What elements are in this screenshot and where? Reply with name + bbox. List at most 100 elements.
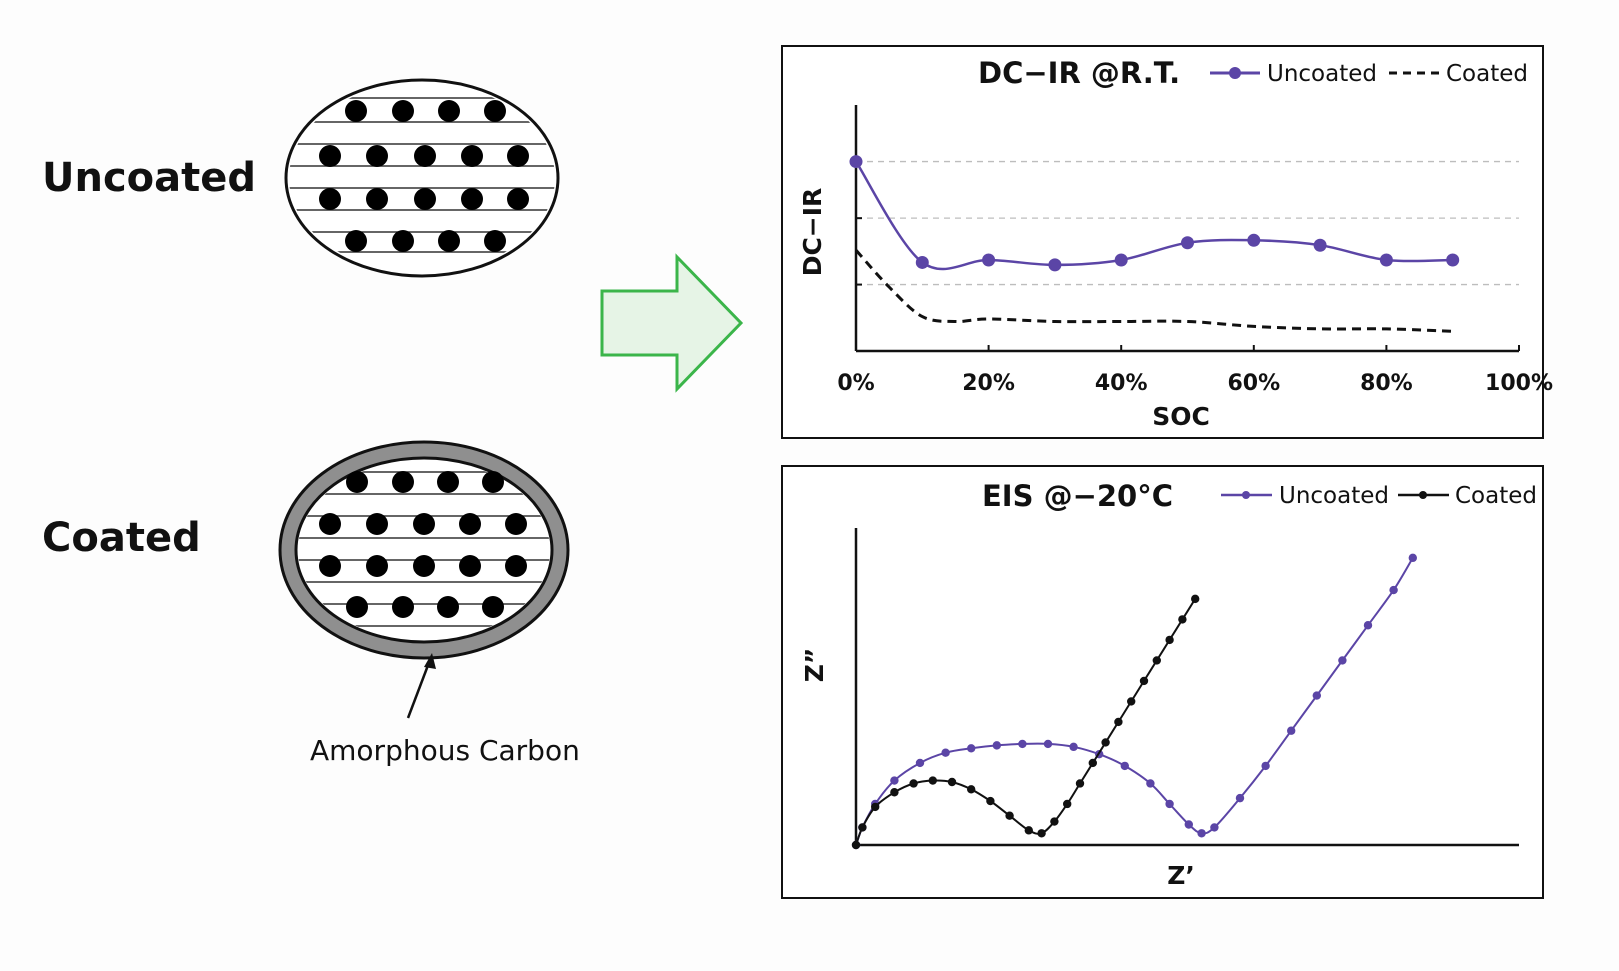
uncoated-data-point <box>1018 739 1027 749</box>
lithium-dot <box>392 100 414 122</box>
eis-legend: Uncoated Coated <box>1221 483 1537 509</box>
eis-chart-title: EIS @−20°C <box>982 479 1173 513</box>
coated-data-point <box>890 788 899 797</box>
lithium-dot <box>366 513 388 535</box>
lithium-dot <box>461 145 483 167</box>
process-arrow <box>600 253 744 393</box>
coated-data-point <box>967 785 976 794</box>
coated-data-point <box>986 796 995 806</box>
coated-data-point <box>1139 676 1149 686</box>
eis-chart-frame <box>781 465 1544 899</box>
uncoated-data-point <box>1210 823 1219 832</box>
lithium-dot <box>484 230 506 252</box>
dcir-chart-frame <box>781 45 1544 439</box>
uncoated-data-point <box>1048 258 1062 272</box>
dcir-legend: Uncoated Coated <box>1210 61 1528 87</box>
lithium-dot <box>482 596 504 618</box>
uncoated-particle-outline <box>284 78 560 278</box>
dcir-series <box>849 155 1460 333</box>
lithium-dot <box>366 555 388 577</box>
coated-data-point <box>1050 817 1059 826</box>
lithium-dot <box>438 100 460 122</box>
uncoated-data-point <box>1389 585 1398 595</box>
coated-data-point <box>1178 615 1187 624</box>
uncoated-data-point <box>890 776 899 785</box>
dcir-y-axis-label: DC−IR <box>798 188 827 277</box>
eis-y-axis-label: Z” <box>800 648 829 683</box>
lithium-dot <box>392 596 414 618</box>
uncoated-data-point <box>1312 691 1322 700</box>
uncoated-data-point <box>1069 742 1078 752</box>
x-tick-label: 60% <box>1227 371 1280 396</box>
uncoated-data-point <box>915 758 925 768</box>
lithium-dot <box>505 513 527 535</box>
eis-series <box>851 553 1418 850</box>
uncoated-data-point <box>1313 238 1327 252</box>
uncoated-lithium-dots <box>319 100 529 252</box>
coated-data-point <box>947 777 957 787</box>
x-tick-label: 20% <box>962 371 1015 396</box>
coated-data-point <box>858 823 867 832</box>
eis-axes <box>854 528 1519 847</box>
coated-series-line <box>854 249 1453 333</box>
lithium-dot <box>482 471 504 493</box>
coated-data-point <box>1101 738 1110 747</box>
legend-uncoated-label: Uncoated <box>1267 61 1377 87</box>
uncoated-data-point <box>1165 799 1174 809</box>
lithium-dot <box>392 230 414 252</box>
legend-uncoated-marker <box>1242 491 1250 499</box>
uncoated-data-point <box>1114 253 1128 267</box>
uncoated-data-point <box>1287 726 1296 735</box>
legend-uncoated-marker <box>1229 67 1241 79</box>
lithium-dot <box>484 100 506 122</box>
lithium-dot <box>437 596 459 618</box>
uncoated-data-point <box>992 741 1001 750</box>
coated-data-point <box>1127 697 1136 706</box>
lithium-dot <box>459 513 481 535</box>
coated-data-point <box>1152 656 1162 665</box>
x-tick-label: 80% <box>1360 371 1413 396</box>
x-tick-label: 0% <box>837 371 874 396</box>
coated-data-point <box>1088 758 1098 768</box>
uncoated-data-point <box>982 253 996 267</box>
lithium-dot <box>414 188 436 210</box>
uncoated-data-point <box>1043 739 1053 749</box>
coated-data-point <box>1063 799 1072 809</box>
uncoated-data-point <box>941 748 950 757</box>
dcir-chart: DC−IR @R.T. Uncoated Coated 0% 20% 40% 60% 8… <box>781 45 1553 439</box>
lithium-dot <box>319 145 341 167</box>
lithium-dot <box>319 513 341 535</box>
uncoated-label: Uncoated <box>42 155 256 201</box>
uncoated-data-point <box>1235 793 1245 803</box>
legend-coated-label: Coated <box>1446 61 1528 87</box>
lithium-dot <box>319 555 341 577</box>
lithium-dot <box>366 188 388 210</box>
uncoated-data-point <box>1379 253 1393 267</box>
uncoated-series-line <box>854 160 1453 271</box>
lithium-dot <box>461 188 483 210</box>
eis-chart: EIS @−20°C Uncoated Coated Z’ Z” <box>781 465 1544 899</box>
legend-coated-label: Coated <box>1455 483 1537 509</box>
uncoated-data-point <box>1408 553 1418 563</box>
lithium-dot <box>459 555 481 577</box>
lithium-dot <box>413 513 435 535</box>
lithium-dot <box>438 230 460 252</box>
dcir-x-ticks: 0% 20% 40% 60% 80% 100% <box>837 371 1553 396</box>
coated-data-point <box>1114 717 1123 727</box>
coated-data-point <box>1037 829 1046 838</box>
coated-lithium-dots <box>319 471 527 618</box>
lithium-dot <box>366 145 388 167</box>
legend-uncoated-label: Uncoated <box>1279 483 1389 509</box>
uncoated-data-point <box>1261 761 1270 771</box>
x-tick-label: 40% <box>1095 371 1148 396</box>
coated-data-point <box>1165 635 1174 645</box>
lithium-dot <box>414 145 436 167</box>
coated-data-point <box>1024 826 1034 835</box>
uncoated-data-point <box>1184 820 1194 829</box>
amorphous-carbon-label: Amorphous Carbon <box>310 734 580 767</box>
x-tick-label: 100% <box>1485 371 1553 396</box>
coated-data-point <box>871 802 880 812</box>
coated-data-point <box>851 840 861 850</box>
coated-data-point <box>1075 779 1085 788</box>
